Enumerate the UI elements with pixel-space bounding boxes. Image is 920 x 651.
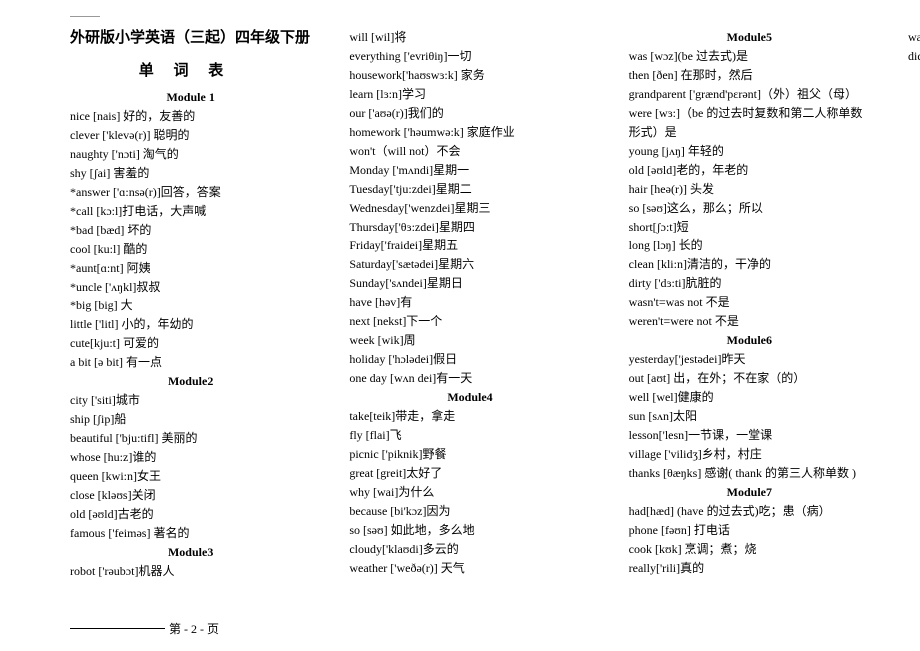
vocab-entry: Saturday['sætədei]星期六 — [349, 255, 590, 274]
vocab-entry: take[teik]带走，拿走 — [349, 407, 590, 426]
content-columns: 外研版小学英语（三起）四年级下册 单 词 表 Module 1nice [nai… — [70, 28, 870, 583]
vocab-entry: hair [heə(r)] 头发 — [629, 180, 870, 199]
vocab-entry: whose [hu:z]谁的 — [70, 448, 311, 467]
vocab-entry: clever ['klevə(r)] 聪明的 — [70, 126, 311, 145]
vocab-entry: out [aʊt] 出，在外；不在家（的） — [629, 369, 870, 388]
vocab-entry: city ['siti]城市 — [70, 391, 311, 410]
vocab-entry: cool [ku:l] 酷的 — [70, 240, 311, 259]
vocab-entry: cute[kju:t] 可爱的 — [70, 334, 311, 353]
vocab-entry: grandparent ['grænd'pɛrənt]（外）祖父（母） — [629, 85, 870, 104]
vocab-entry: so [səʊ] 如此地，多么地 — [349, 521, 590, 540]
vocab-entry: shy [ʃai] 害羞的 — [70, 164, 311, 183]
vocab-entry: wash [wɔʃ]洗 — [908, 28, 920, 47]
vocab-entry: our ['aʊə(r)]我们的 — [349, 104, 590, 123]
module-header: Module 1 — [70, 88, 311, 107]
vocab-entry: close [kləʊs]关闭 — [70, 486, 311, 505]
vocab-entry: *aunt[ɑ:nt] 阿姨 — [70, 259, 311, 278]
vocab-entry: beautiful ['bju:tifl] 美丽的 — [70, 429, 311, 448]
vocab-entry: old [əʊld]老的，年老的 — [629, 161, 870, 180]
vocab-entry: sun [sʌn]太阳 — [629, 407, 870, 426]
vocab-entry: yesterday['jestədei]昨天 — [629, 350, 870, 369]
vocab-entry: old [əʊld]古老的 — [70, 505, 311, 524]
vocab-entry: next [nekst]下一个 — [349, 312, 590, 331]
vocab-entry: were [wɜ:]（be 的过去时复数和第二人称单数形式）是 — [629, 104, 870, 142]
page-number: 第 - 2 - 页 — [169, 620, 219, 637]
vocab-entry: village ['vilidʒ]乡村，村庄 — [629, 445, 870, 464]
vocab-entry: short[ʃɔ:t]短 — [629, 218, 870, 237]
vocab-entry: nice [nais] 好的，友善的 — [70, 107, 311, 126]
module-header: Module2 — [70, 372, 311, 391]
vocab-entry: little ['litl] 小的，年幼的 — [70, 315, 311, 334]
vocab-entry: phone [fəʊn] 打电话 — [629, 521, 870, 540]
vocab-entry: *call [kɔ:l]打电话，大声喊 — [70, 202, 311, 221]
module-header: Module6 — [629, 331, 870, 350]
vocab-entry: ship [ʃip]船 — [70, 410, 311, 429]
vocab-entry: Sunday['sʌndei]星期日 — [349, 274, 590, 293]
vocab-entry: long [lɔŋ] 长的 — [629, 236, 870, 255]
vocab-entry: one day [wʌn dei]有一天 — [349, 369, 590, 388]
top-divider — [70, 16, 100, 17]
page-footer: 第 - 2 - 页 — [70, 620, 219, 637]
vocab-entry: dirty ['dɜ:ti]肮脏的 — [629, 274, 870, 293]
vocab-entry: well [wel]健康的 — [629, 388, 870, 407]
vocab-entry: great [greit]太好了 — [349, 464, 590, 483]
vocab-entry: famous ['feiməs] 著名的 — [70, 524, 311, 543]
vocab-entry: weren't=were not 不是 — [629, 312, 870, 331]
vocab-entry: had[hæd] (have 的过去式)吃；患（病） — [629, 502, 870, 521]
vocab-entry: Wednesday['wenzdei]星期三 — [349, 199, 590, 218]
vocab-entry: homework ['həumwə:k] 家庭作业 — [349, 123, 590, 142]
vocab-entry: cook [kʊk] 烹调；煮；烧 — [629, 540, 870, 559]
vocab-entry: won't（will not）不会 — [349, 142, 590, 161]
vocab-entry: have [həv]有 — [349, 293, 590, 312]
vocab-entry: why [wai]为什么 — [349, 483, 590, 502]
vocab-entry: Thursday['θɜ:zdei]星期四 — [349, 218, 590, 237]
vocab-entry: *big [big] 大 — [70, 296, 311, 315]
vocab-entry: week [wik]周 — [349, 331, 590, 350]
vocab-entry: weather ['weðə(r)] 天气 — [349, 559, 590, 578]
vocab-entry: did [did] 做( do 的过去式) — [908, 47, 920, 66]
vocab-entry: fly [flai]飞 — [349, 426, 590, 445]
footer-line — [70, 628, 165, 629]
vocab-entry: holiday ['hɔlədei]假日 — [349, 350, 590, 369]
vocab-entry: then [ðen] 在那时，然后 — [629, 66, 870, 85]
vocab-entry: lesson['lesn]一节课，一堂课 — [629, 426, 870, 445]
vocab-entry: Monday ['mʌndi]星期一 — [349, 161, 590, 180]
vocab-entry: was [wɔz](be 过去式)是 — [629, 47, 870, 66]
vocab-entry: will [wil]将 — [349, 28, 590, 47]
document-title: 外研版小学英语（三起）四年级下册 — [70, 28, 311, 49]
module-header: Module3 — [70, 543, 311, 562]
vocab-entry: picnic ['piknik]野餐 — [349, 445, 590, 464]
vocab-entry: queen [kwi:n]女王 — [70, 467, 311, 486]
module-header: Module4 — [349, 388, 590, 407]
vocab-entry: thanks [θæŋks] 感谢( thank 的第三人称单数 ) — [629, 464, 870, 483]
vocab-entry: naughty ['nɔti] 淘气的 — [70, 145, 311, 164]
vocab-entry: everything ['evriθiŋ]一切 — [349, 47, 590, 66]
vocab-entry: cloudy['klaʊdi]多云的 — [349, 540, 590, 559]
vocab-entry: *bad [bæd] 坏的 — [70, 221, 311, 240]
vocab-entry: *uncle ['ʌŋkl]叔叔 — [70, 278, 311, 297]
vocab-entry: clean [kli:n]清洁的，干净的 — [629, 255, 870, 274]
vocab-entry: so [səʊ]这么，那么；所以 — [629, 199, 870, 218]
vocab-entry: robot ['rəubɔt]机器人 — [70, 562, 311, 581]
vocab-entry: because [bi'kɔz]因为 — [349, 502, 590, 521]
vocab-entry: wasn't=was not 不是 — [629, 293, 870, 312]
module-header: Module5 — [629, 28, 870, 47]
vocab-entry: a bit [ə bit] 有一点 — [70, 353, 311, 372]
vocab-entry: *answer ['ɑ:nsə(r)]回答，答案 — [70, 183, 311, 202]
module-header: Module7 — [629, 483, 870, 502]
vocab-entry: really['rili]真的 — [629, 559, 870, 578]
vocab-entry: learn [lɜ:n]学习 — [349, 85, 590, 104]
vocab-entry: young [jʌŋ] 年轻的 — [629, 142, 870, 161]
document-subtitle: 单 词 表 — [70, 59, 300, 80]
vocab-entry: Tuesday['tju:zdei]星期二 — [349, 180, 590, 199]
vocab-entry: housework['haʊswɜ:k] 家务 — [349, 66, 590, 85]
vocab-entry: Friday['fraidei]星期五 — [349, 236, 590, 255]
